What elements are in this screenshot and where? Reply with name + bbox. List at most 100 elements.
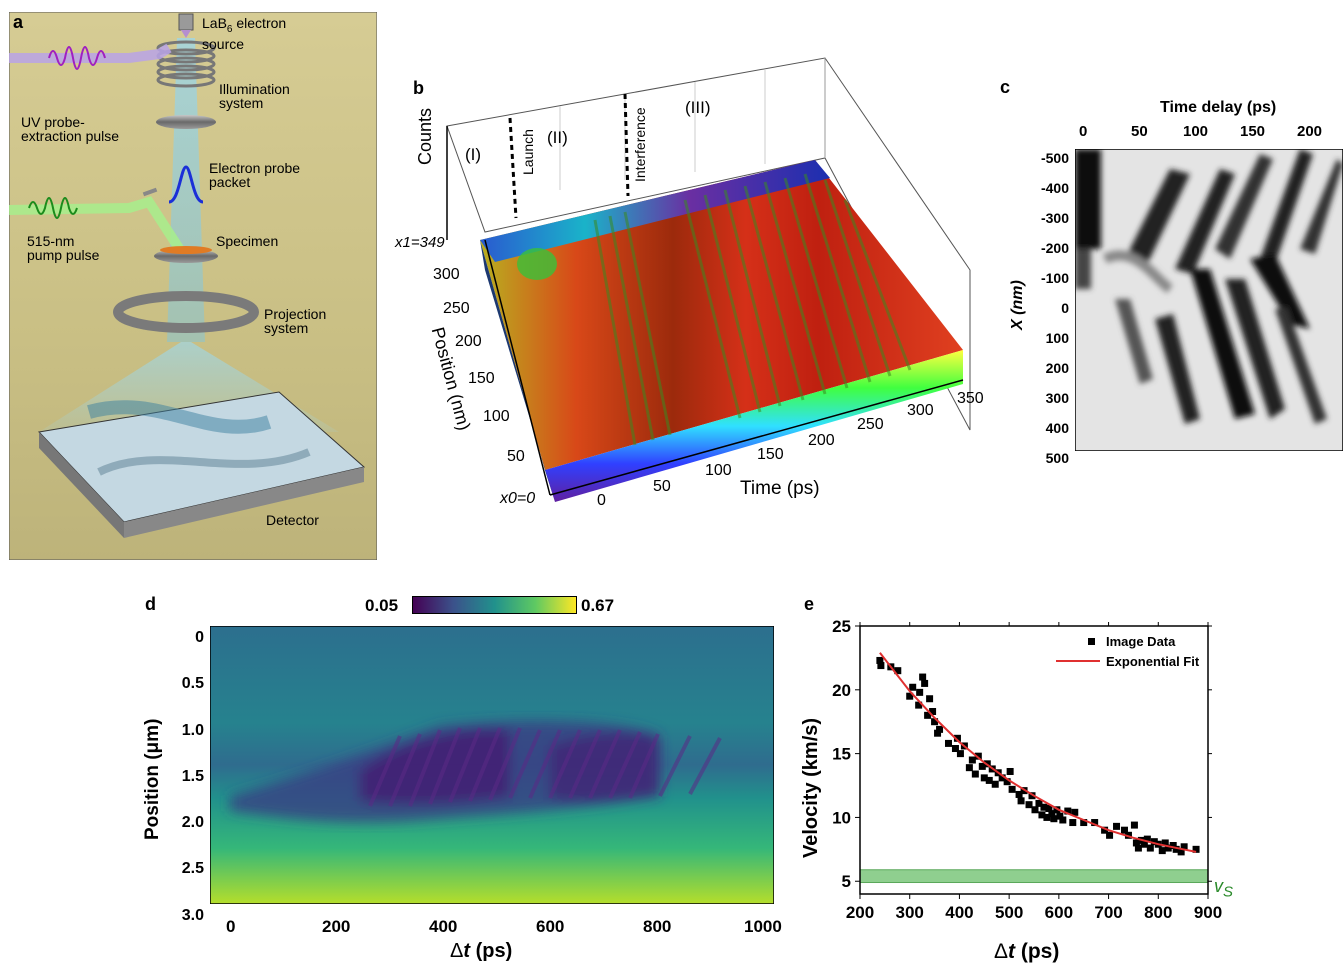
data-point bbox=[1035, 799, 1043, 807]
data-point bbox=[953, 734, 961, 742]
c-xtick-4: 200 bbox=[1297, 123, 1323, 140]
data-point bbox=[985, 776, 993, 784]
x-tick-label: 900 bbox=[1194, 903, 1222, 922]
data-point bbox=[1006, 767, 1014, 775]
d-ytick: 0.5 bbox=[181, 675, 204, 693]
label-detector: Detector bbox=[266, 512, 319, 528]
b-ytick-3: 200 bbox=[455, 333, 482, 350]
data-point bbox=[1180, 843, 1188, 851]
panel-a-illustration bbox=[8, 11, 378, 561]
d-yticks: 0 0.5 1.0 1.5 2.0 2.5 3.0 bbox=[168, 615, 204, 939]
panel-b-surface bbox=[446, 57, 971, 502]
label-illumination: Illumination system bbox=[219, 81, 290, 111]
data-point bbox=[1003, 778, 1011, 786]
d-colorbar-min: 0.05 bbox=[365, 596, 399, 615]
data-point bbox=[1164, 844, 1172, 852]
d-ytick: 2.0 bbox=[181, 814, 204, 832]
d-xtick-5: 1000 bbox=[744, 917, 782, 936]
data-point bbox=[876, 656, 884, 664]
panel-c: c Time delay (ps) 0 50 100 150 200 X (nm… bbox=[995, 75, 1343, 466]
c-ytick: -300 bbox=[1040, 210, 1069, 226]
panel-letter-b: b bbox=[413, 78, 424, 98]
b-ytick-0: x1=349 bbox=[395, 234, 445, 251]
data-point bbox=[1064, 807, 1072, 815]
y-tick-label: 20 bbox=[832, 681, 851, 700]
d-ytick: 2.5 bbox=[181, 860, 204, 878]
label-pump-pulse: 515-nm pump pulse bbox=[27, 233, 100, 263]
b-ytick-1: 300 bbox=[433, 266, 460, 283]
label-electron-probe: Electron probe packet bbox=[209, 160, 301, 190]
d-colorbar-max: 0.67 bbox=[581, 596, 615, 615]
c-ytick: 100 bbox=[1045, 330, 1069, 346]
data-point bbox=[936, 725, 944, 733]
c-ytick: 200 bbox=[1045, 360, 1069, 376]
data-point bbox=[1132, 839, 1140, 847]
d-heatmap bbox=[210, 626, 774, 904]
b-zlabel: Counts bbox=[415, 107, 435, 165]
y-tick-label: 5 bbox=[842, 872, 851, 891]
data-point bbox=[1040, 803, 1048, 811]
panel-letter-a: a bbox=[13, 12, 24, 32]
data-point bbox=[1192, 845, 1200, 853]
d-ytick: 3.0 bbox=[181, 906, 204, 924]
label-specimen: Specimen bbox=[216, 233, 279, 249]
data-point bbox=[1150, 838, 1158, 846]
data-point bbox=[1146, 844, 1154, 852]
data-point bbox=[919, 673, 927, 681]
x-tick-label: 400 bbox=[945, 903, 973, 922]
b-xtick-1: 50 bbox=[653, 478, 671, 495]
data-point bbox=[1113, 822, 1121, 830]
data-point bbox=[980, 774, 988, 782]
panel-letter-d: d bbox=[145, 594, 156, 614]
data-point bbox=[926, 695, 934, 703]
interference-divider bbox=[623, 93, 630, 197]
panel-a: a LaB6 electron source Illumination syste… bbox=[8, 11, 378, 561]
data-point bbox=[1140, 840, 1148, 848]
electron-source bbox=[178, 13, 194, 31]
c-ytick: 0 bbox=[1061, 300, 1069, 316]
legend-label-fit: Exponential Fit bbox=[1106, 654, 1200, 669]
b-xtick-7: 350 bbox=[957, 390, 984, 407]
b-ytick-7: x0=0 bbox=[500, 490, 536, 507]
c-ytick: 400 bbox=[1045, 420, 1069, 436]
data-point bbox=[951, 745, 959, 753]
c-ytick: -100 bbox=[1040, 270, 1069, 286]
legend-label-data: Image Data bbox=[1106, 634, 1176, 649]
data-point bbox=[1134, 844, 1142, 852]
data-point bbox=[1015, 790, 1023, 798]
d-ytick: 1.5 bbox=[181, 767, 204, 785]
c-xtick-3: 150 bbox=[1240, 123, 1266, 140]
panel-letter-c: c bbox=[1000, 77, 1011, 97]
c-xlabel: Time delay (ps) bbox=[1160, 99, 1277, 116]
data-point bbox=[1143, 835, 1151, 843]
panel-letter-e: e bbox=[804, 594, 815, 614]
c-yticks: -500 -400 -300 -200 -100 0 100 200 300 4… bbox=[1025, 143, 1069, 473]
data-point bbox=[998, 774, 1006, 782]
data-point bbox=[929, 708, 937, 716]
b-xlabel: Time (ps) bbox=[740, 478, 820, 499]
x-tick-label: 700 bbox=[1094, 903, 1122, 922]
y-tick-label: 10 bbox=[832, 808, 851, 827]
data-point bbox=[1050, 815, 1058, 823]
label-uv-pulse: UV probe-extraction pulse bbox=[21, 114, 120, 144]
b-xtick-3: 150 bbox=[757, 446, 784, 463]
c-ytick: -400 bbox=[1040, 180, 1069, 196]
y-tick-label: 15 bbox=[832, 745, 851, 764]
data-point bbox=[1025, 801, 1033, 809]
d-xtick-0: 0 bbox=[226, 917, 236, 936]
data-point bbox=[1031, 806, 1039, 814]
d-xtick-4: 800 bbox=[643, 917, 672, 936]
c-ytick: 500 bbox=[1045, 450, 1069, 466]
data-point bbox=[1177, 848, 1185, 856]
c-ytick: -500 bbox=[1040, 150, 1069, 166]
b-region-launch: Launch bbox=[520, 129, 536, 175]
data-point bbox=[974, 752, 982, 760]
b-xtick-0: 0 bbox=[597, 492, 606, 509]
data-point bbox=[906, 692, 914, 700]
data-point bbox=[1017, 797, 1025, 805]
c-xtick-0: 0 bbox=[1079, 123, 1088, 140]
data-point bbox=[978, 762, 986, 770]
data-point bbox=[1169, 842, 1177, 850]
data-point bbox=[894, 667, 902, 675]
panel-d: d 0.05 0.67 Position (μm) 0 0.5 1.0 1.5 … bbox=[140, 590, 790, 971]
